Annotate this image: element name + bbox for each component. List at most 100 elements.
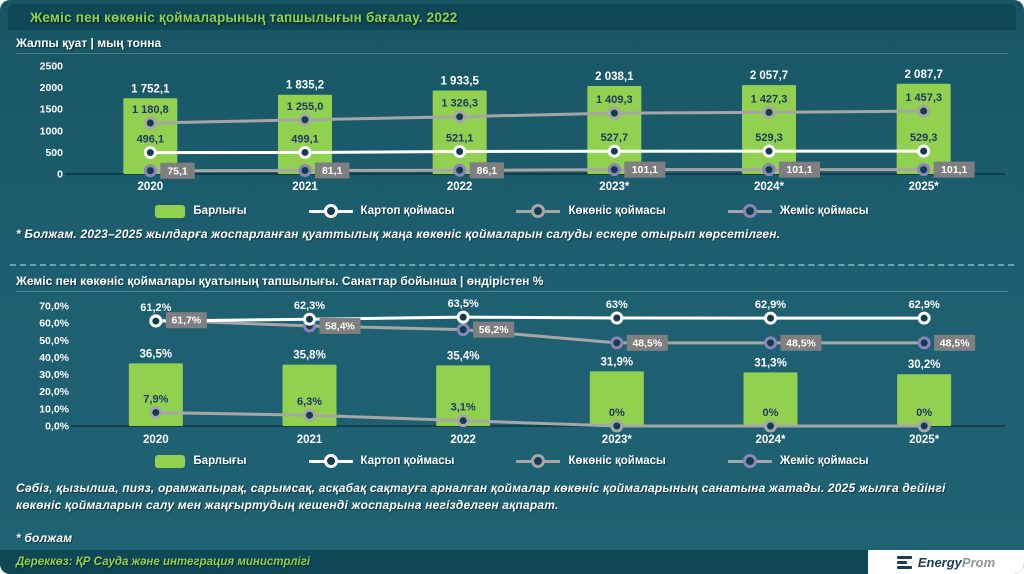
series-marker [917, 419, 931, 433]
line-value-label: 63% [606, 299, 628, 311]
total-bar [123, 98, 178, 174]
series-line [155, 315, 925, 323]
badge-value-label: 61,7% [171, 315, 201, 327]
line-value-label: 62,3% [294, 300, 325, 312]
badge-value-label: 101,1 [941, 164, 967, 176]
value-badge [160, 162, 195, 179]
energyprom-logo: EnergyProm [868, 550, 1024, 574]
legend-item-potato-storage: Картоп қоймасы [308, 454, 454, 469]
fruit-line-swatch [727, 454, 772, 469]
badge-value-label: 48,5% [786, 337, 816, 349]
series-marker [917, 311, 931, 325]
series-marker [762, 105, 776, 119]
total-bar [589, 371, 644, 426]
series-marker [143, 116, 157, 130]
series-marker [607, 144, 621, 158]
y-tick-label: 20,0% [39, 386, 69, 398]
series-marker [453, 163, 467, 177]
x-category-label: 2021 [297, 434, 323, 446]
legend-label: Барлығы [193, 455, 247, 467]
value-badge [624, 161, 666, 178]
series-marker [453, 144, 467, 158]
legend-item-fruit-storage: Жеміс қоймасы [727, 454, 869, 469]
line-value-label: 1 409,3 [596, 94, 633, 106]
potato-line-swatch [308, 454, 353, 469]
line-value-label: 521,1 [446, 132, 474, 144]
y-tick-label: 40,0% [39, 352, 69, 364]
legend-label: Көкөніс қоймасы [568, 455, 666, 467]
x-category-label: 2022 [447, 181, 473, 193]
legend-item-potato-storage: Картоп қоймасы [308, 204, 454, 219]
value-badge [779, 161, 820, 178]
series-marker [917, 336, 931, 350]
line-value-label: 1 180,8 [132, 104, 169, 116]
value-badge [469, 162, 505, 179]
series-marker [917, 144, 931, 158]
potato-line-swatch [308, 204, 353, 219]
deficit-by-category-chart: 70,0% 60,0% 50,0% 40,0% 30,0% 20,0% 10,0% 0,0% 2… [39, 298, 1005, 446]
forecast-short-footnote: * болжам [16, 531, 73, 545]
series-marker [607, 163, 621, 177]
series-marker [762, 144, 776, 158]
series-marker [610, 311, 624, 325]
total-bar [436, 365, 491, 426]
total-bar-swatch [155, 454, 186, 468]
series-marker [298, 113, 312, 127]
y-tick-label: 30,0% [39, 369, 69, 381]
x-category-label: 2024* [754, 181, 785, 193]
line-value-label: 0% [916, 407, 932, 419]
line-marker-icon [742, 454, 757, 468]
series-line [150, 149, 924, 155]
legend-item-total: Барлығы [155, 204, 247, 218]
bar-value-label: 31,3% [754, 357, 787, 369]
line-value-label: 1 326,3 [441, 98, 478, 110]
badge-value-label: 58,4% [325, 320, 355, 332]
bar-value-label: 2 038,1 [595, 71, 634, 83]
title-bar: Жеміс пен көкөніс қоймаларының тапшылығы… [8, 4, 1016, 30]
badge-value-label: 101,1 [632, 164, 658, 176]
legend-label: Көкөніс қоймасы [568, 205, 666, 217]
deficit-chart-title: Жеміс пен көкөніс қоймалары қуатының тап… [16, 274, 1008, 292]
y-tick-label: 1500 [40, 104, 64, 116]
line-marker-icon [323, 204, 338, 218]
badge-value-label: 48,5% [940, 337, 970, 349]
categories-footnote: Сәбіз, қызылша, пияз, орамжапырақ, сарым… [16, 481, 946, 513]
series-marker [456, 310, 470, 324]
deficit-chart-legend: Барлығы Картоп қоймасы Көкөніс қоймасы Ж… [0, 452, 1024, 470]
section-divider [10, 264, 1014, 266]
series-marker [610, 419, 624, 433]
series-marker [764, 336, 777, 350]
capacity-chart-title: Жалпы қуат | мың тонна [16, 36, 1008, 54]
forecast-footnote: * Болжам. 2023–2025 жылдарға жоспарланға… [16, 227, 781, 241]
total-bar-swatch [155, 204, 186, 218]
vegetable-line-swatch [516, 204, 561, 219]
line-marker-icon [323, 454, 338, 468]
badge-value-label: 56,2% [479, 324, 509, 336]
line-marker-icon [742, 204, 757, 218]
legend-item-vegetable-storage: Көкөніс қоймасы [516, 204, 666, 219]
x-category-label: 2022 [450, 434, 476, 446]
value-badge [319, 317, 361, 334]
legend-label: Жеміс қоймасы [779, 205, 869, 217]
bar-value-label: 1 933,5 [440, 75, 479, 87]
total-bar [278, 94, 332, 174]
x-category-label: 2020 [138, 181, 164, 193]
bar-value-label: 2 057,7 [750, 70, 788, 82]
line-value-label: 62,9% [755, 299, 786, 311]
y-tick-label: 500 [45, 147, 63, 159]
bar-value-label: 35,8% [293, 350, 326, 362]
total-bar [282, 364, 337, 426]
legend-item-vegetable-storage: Көкөніс қоймасы [516, 454, 666, 469]
bar-value-label: 30,2% [908, 359, 941, 371]
line-value-label: 529,3 [910, 132, 938, 144]
y-tick-label: 2500 [40, 61, 64, 73]
value-badge [626, 334, 668, 351]
series-marker [456, 414, 470, 428]
series-marker [143, 164, 157, 178]
line-value-label: 529,3 [755, 132, 783, 144]
line-value-label: 527,7 [601, 132, 629, 144]
series-marker [453, 110, 467, 124]
total-bar [432, 90, 487, 174]
y-tick-label: 1000 [40, 125, 64, 137]
